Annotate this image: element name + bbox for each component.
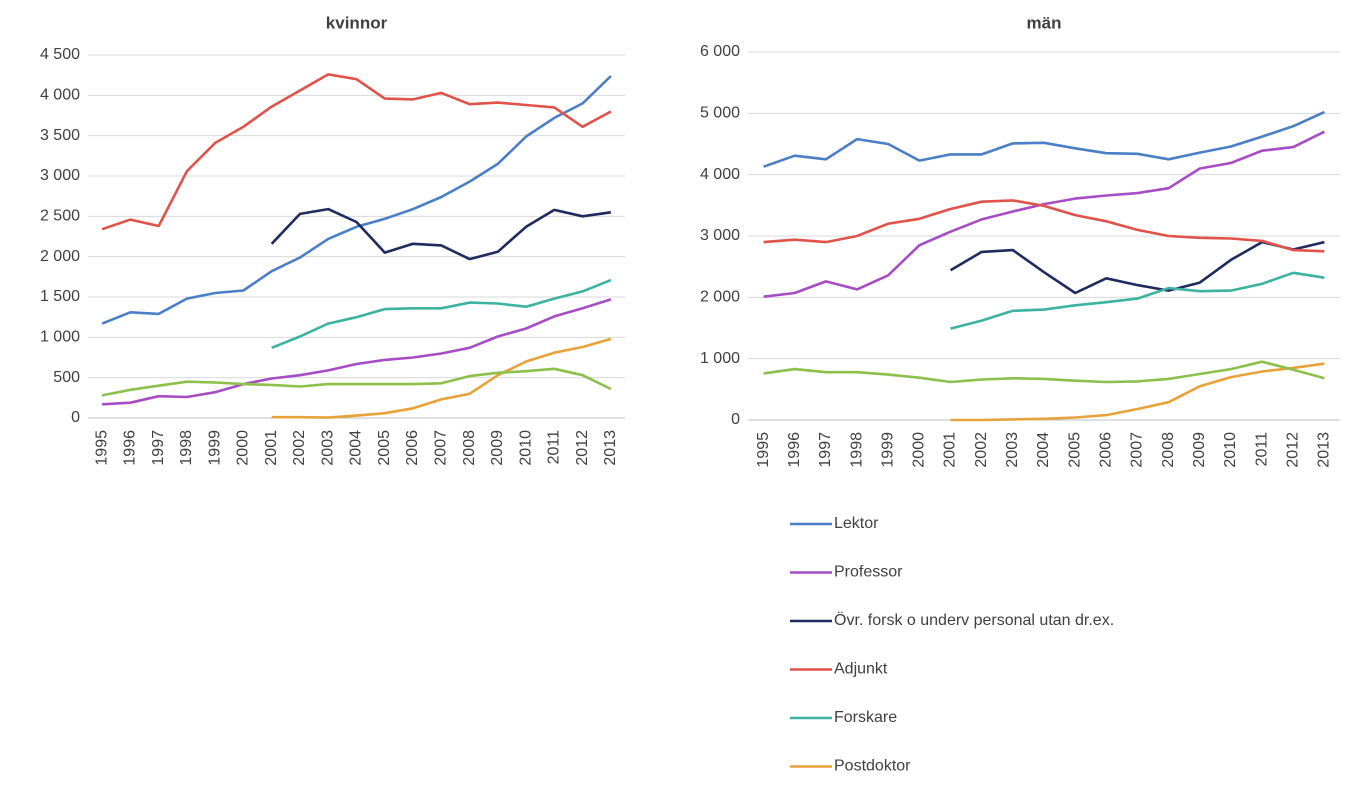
y-tick-label: 3 000 [40, 167, 80, 184]
y-tick-label: 2 000 [700, 289, 740, 306]
x-tick-label: 2000 [911, 432, 928, 468]
x-tick-label: 2007 [433, 430, 450, 466]
x-tick-label: 2002 [291, 430, 308, 466]
x-tick-label: 1998 [848, 432, 865, 468]
x-tick-label: 1999 [206, 430, 223, 466]
x-tick-label: 1997 [817, 432, 834, 468]
chart-title: kvinnor [326, 13, 388, 32]
x-tick-label: 2005 [1066, 432, 1083, 468]
series-line [271, 278, 612, 350]
x-tick-label: 2008 [1160, 432, 1177, 468]
x-tick-label: 2002 [973, 432, 990, 468]
x-tick-label: 2003 [1004, 432, 1021, 468]
y-tick-label: 1 500 [40, 288, 80, 305]
x-tick-label: 1995 [755, 432, 772, 468]
x-tick-label: 2011 [546, 430, 563, 465]
series-line [101, 73, 612, 231]
y-tick-label: 5 000 [700, 105, 740, 122]
y-tick-label: 6 000 [700, 43, 740, 60]
x-tick-label: 1995 [93, 430, 110, 466]
series-line [271, 337, 612, 419]
legend-item: Forskare [790, 709, 897, 726]
series-line [270, 207, 612, 261]
series-line [763, 130, 1325, 298]
x-tick-label: 2011 [1253, 432, 1270, 467]
x-tick-label: 2010 [1222, 432, 1239, 468]
y-tick-label: 4 000 [40, 87, 80, 104]
x-tick-label: 1996 [122, 430, 139, 466]
series-line [763, 360, 1325, 384]
series-line [950, 362, 1325, 422]
x-tick-label: 2012 [1284, 432, 1301, 468]
y-tick-label: 0 [731, 411, 740, 428]
y-tick-label: 1 000 [700, 350, 740, 367]
x-tick-label: 2009 [489, 430, 506, 466]
series-line [101, 75, 612, 325]
x-tick-label: 1999 [879, 432, 896, 468]
y-tick-label: 2 000 [40, 248, 80, 265]
legend-item: Professor [790, 564, 903, 581]
x-tick-label: 2000 [235, 430, 252, 466]
y-tick-label: 500 [53, 369, 80, 386]
x-tick-label: 2004 [348, 430, 365, 466]
x-tick-label: 2010 [517, 430, 534, 466]
x-tick-label: 2001 [263, 430, 280, 466]
legend-label: Forskare [834, 709, 897, 726]
x-tick-label: 2012 [574, 430, 591, 466]
x-tick-label: 2006 [404, 430, 421, 466]
x-tick-label: 2013 [602, 430, 619, 466]
series-line [950, 271, 1325, 330]
series-line [102, 298, 612, 406]
legend-label: Adjunkt [834, 661, 888, 678]
series-line [101, 367, 612, 397]
y-tick-label: 0 [71, 409, 80, 426]
series-line [763, 199, 1325, 253]
legend-item: Övr. forsk o underv personal utan dr.ex. [790, 611, 1114, 629]
y-tick-label: 3 000 [700, 227, 740, 244]
legend-item: Postdoktor [790, 758, 911, 775]
y-tick-label: 3 500 [40, 127, 80, 144]
y-tick-label: 4 000 [700, 166, 740, 183]
x-tick-label: 2013 [1316, 432, 1333, 468]
series-line [949, 240, 1325, 295]
y-tick-label: 2 500 [40, 208, 80, 225]
series-line [763, 110, 1325, 168]
x-tick-label: 2009 [1191, 432, 1208, 468]
chart-title: män [1027, 13, 1062, 32]
legend-item: Adjunkt [790, 661, 888, 678]
x-tick-label: 1996 [786, 432, 803, 468]
x-tick-label: 2004 [1035, 432, 1052, 468]
legend-label: Professor [834, 564, 903, 581]
x-tick-label: 1997 [150, 430, 167, 466]
x-tick-label: 2001 [942, 432, 959, 468]
x-tick-label: 2007 [1129, 432, 1146, 468]
x-tick-label: 2005 [376, 430, 393, 466]
y-tick-label: 4 500 [40, 46, 80, 63]
x-tick-label: 2008 [461, 430, 478, 466]
x-tick-label: 1998 [178, 430, 195, 466]
legend-label: Lektor [834, 515, 879, 532]
legend-label: Övr. forsk o underv personal utan dr.ex. [834, 611, 1114, 629]
legend-item: Lektor [790, 515, 879, 532]
y-tick-label: 1 000 [40, 329, 80, 346]
x-tick-label: 2003 [319, 430, 336, 466]
x-tick-label: 2006 [1098, 432, 1115, 468]
legend-label: Postdoktor [834, 758, 911, 775]
